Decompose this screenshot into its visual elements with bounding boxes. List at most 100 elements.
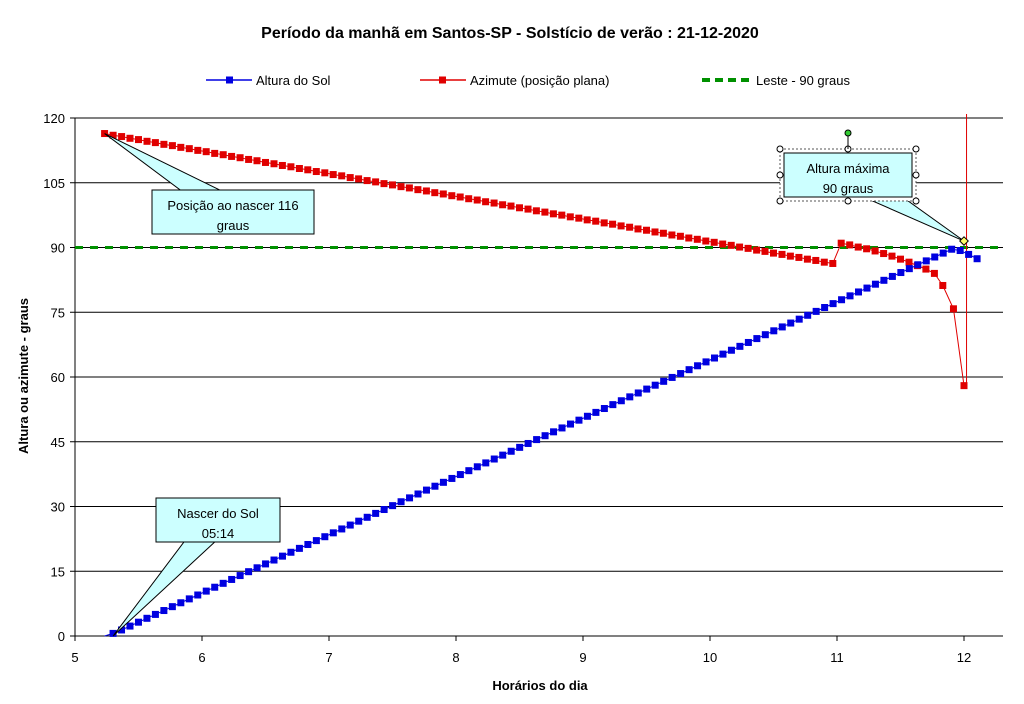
- altura-point: [575, 416, 583, 424]
- altura-point: [211, 583, 219, 591]
- azimute-point: [304, 166, 312, 174]
- callout-nascer-sol-text: Nascer do Sol: [177, 506, 259, 521]
- azimute-point: [897, 255, 904, 263]
- azimute-point: [643, 226, 650, 234]
- altura-point: [499, 451, 507, 459]
- azimute-point: [312, 168, 320, 176]
- altura-point: [516, 443, 524, 451]
- altura-point: [592, 408, 600, 416]
- altura-point: [490, 455, 498, 463]
- altura-point: [109, 629, 117, 637]
- azimute-point: [693, 235, 701, 243]
- altura-point: [321, 533, 329, 541]
- azimute-point: [177, 143, 185, 151]
- altura-point: [228, 575, 236, 583]
- altura-point: [922, 257, 930, 265]
- azimute-point: [778, 250, 786, 258]
- azimute-point: [236, 154, 244, 162]
- azimute-point: [558, 211, 566, 219]
- azimute-point: [930, 269, 938, 277]
- azimute-point: [245, 155, 253, 163]
- callout-altura-maxima-handle: [912, 145, 920, 153]
- azimute-point: [431, 189, 439, 197]
- altura-point: [888, 272, 896, 280]
- azimute-point: [837, 239, 845, 247]
- azimute-point: [338, 172, 346, 180]
- altura-point: [566, 420, 574, 428]
- altura-point: [753, 335, 761, 343]
- legend-label-altura: Altura do Sol: [256, 73, 331, 88]
- azimute-point: [270, 160, 278, 168]
- altura-point: [422, 486, 430, 494]
- azimute-point: [939, 281, 947, 289]
- azimute-point: [202, 148, 210, 156]
- altura-point: [702, 358, 710, 366]
- altura-point: [651, 381, 659, 389]
- altura-point: [583, 412, 591, 420]
- altura-point: [541, 432, 549, 440]
- azimute-point: [761, 247, 769, 255]
- azimute-point: [829, 259, 837, 267]
- altura-point: [329, 529, 337, 537]
- y-tick-label: 0: [58, 629, 65, 644]
- altura-point: [253, 564, 261, 572]
- callout-altura-maxima-tip-handle: [959, 236, 969, 246]
- azimute-point: [575, 214, 583, 222]
- legend-marker-altura: [226, 76, 233, 84]
- azimute-point: [812, 256, 820, 264]
- altura-point: [414, 490, 422, 498]
- azimute-point: [151, 139, 159, 147]
- azimute-point: [405, 184, 413, 192]
- altura-point: [397, 498, 405, 506]
- altura-point: [829, 300, 837, 308]
- callout-nascer-posicao-box: [151, 189, 315, 235]
- azimute-point: [905, 258, 913, 266]
- altura-point: [871, 280, 879, 288]
- x-tick-label: 11: [830, 650, 844, 665]
- legend: Altura do Sol Azimute (posição plana) Le…: [206, 73, 850, 88]
- azimute-point: [541, 208, 549, 216]
- azimute-point: [592, 217, 600, 225]
- chart-title: Período da manhã em Santos-SP - Solstíci…: [261, 25, 759, 42]
- altura-point: [626, 393, 634, 401]
- azimute-point: [532, 207, 540, 215]
- azimute-point: [194, 146, 202, 154]
- y-tick-label: 45: [51, 435, 65, 450]
- azimute-point: [448, 192, 456, 200]
- azimute-point: [719, 240, 727, 248]
- azimute-point: [278, 161, 286, 169]
- altura-point: [812, 307, 820, 315]
- altura-point: [821, 304, 829, 312]
- altura-point: [312, 537, 320, 545]
- callout-nascer-posicao-text: graus: [217, 218, 250, 233]
- altura-point: [634, 389, 642, 397]
- azimute-point: [355, 175, 363, 183]
- altura-point: [685, 366, 693, 374]
- azimute-point: [185, 145, 193, 153]
- x-tick-label: 10: [703, 650, 717, 665]
- y-axis-title: Altura ou azimute - graus: [16, 298, 31, 454]
- series-line-altura: [104, 248, 978, 637]
- altura-point: [219, 579, 227, 587]
- azimute-point: [820, 258, 828, 266]
- azimute-point: [702, 237, 710, 245]
- azimute-point: [372, 178, 380, 186]
- azimute-point: [871, 247, 879, 255]
- azimute-point: [516, 204, 523, 212]
- altura-point: [931, 253, 939, 261]
- altura-point: [372, 509, 380, 517]
- altura-point: [948, 245, 956, 253]
- azimute-point: [566, 213, 574, 221]
- azimute-point: [287, 163, 295, 171]
- azimute-point: [456, 193, 464, 201]
- azimute-point: [676, 232, 684, 240]
- altura-point: [787, 319, 795, 327]
- azimute-point: [960, 382, 968, 390]
- legend-label-leste: Leste - 90 graus: [756, 73, 850, 88]
- azimute-point: [600, 219, 608, 227]
- altura-point: [338, 525, 346, 533]
- altura-point: [346, 521, 354, 529]
- x-tick-label: 6: [198, 650, 205, 665]
- azimute-point: [753, 246, 761, 254]
- altura-point: [185, 595, 193, 603]
